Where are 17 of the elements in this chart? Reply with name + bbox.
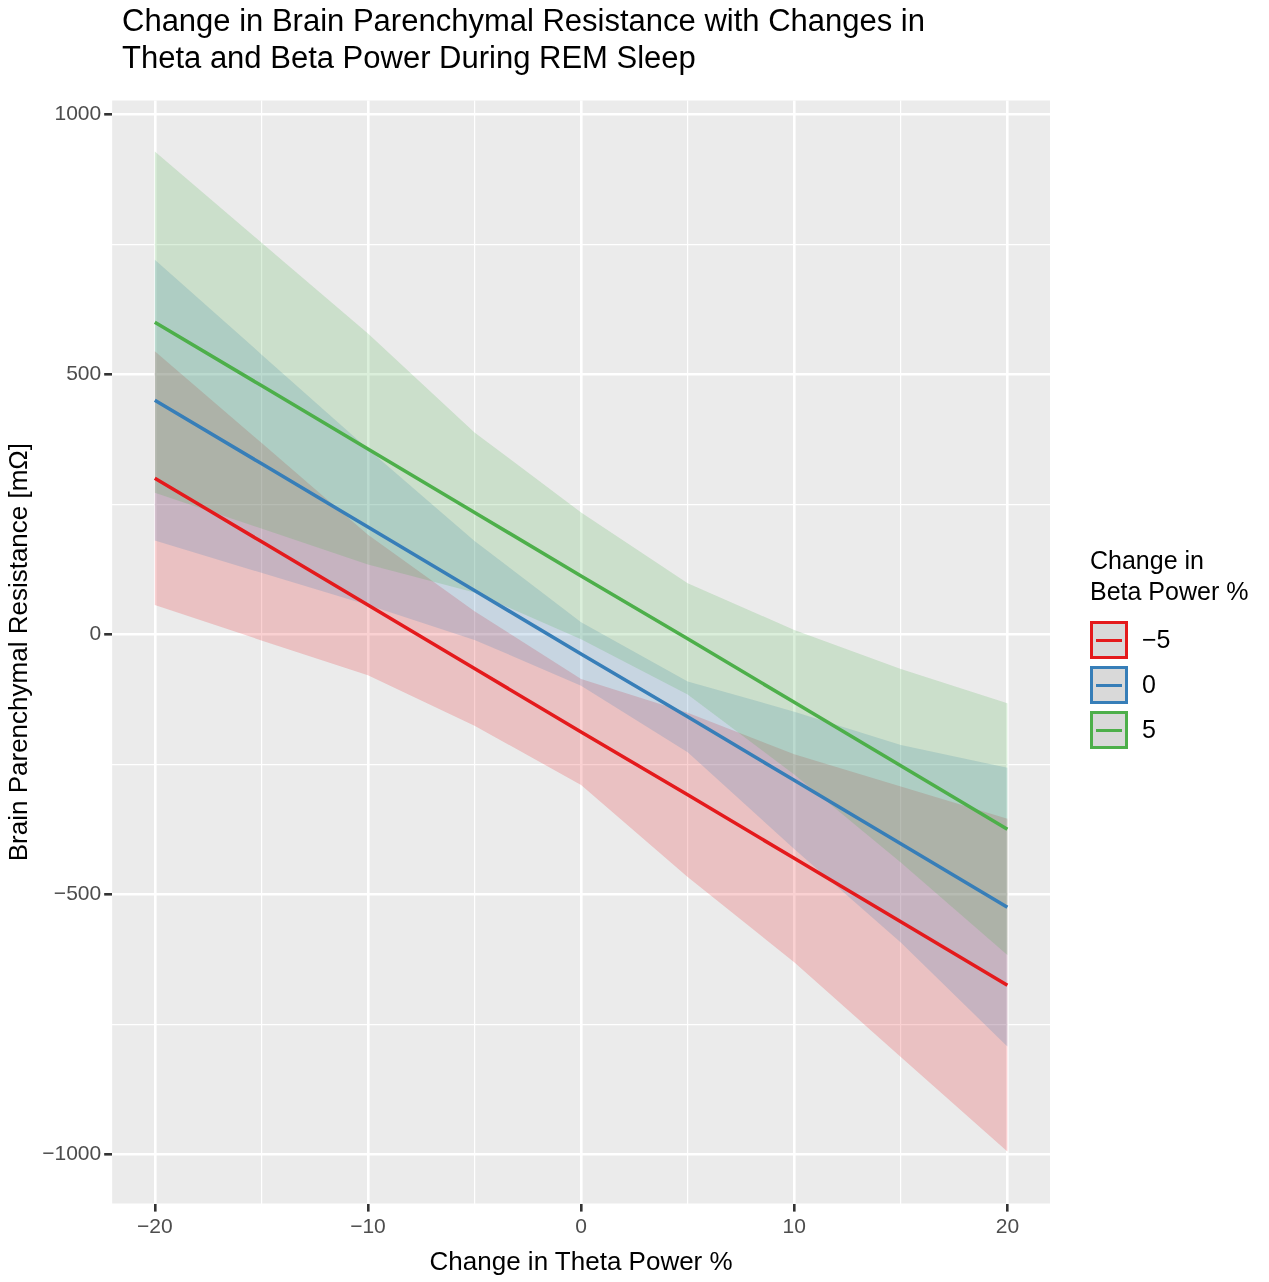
x-tick-label: −10 — [350, 1214, 386, 1237]
y-tick-label: 500 — [66, 360, 102, 384]
x-tick-label: 0 — [575, 1214, 587, 1237]
chart-title: Change in Brain Parenchymal Resistance with Changes in Theta and Beta Power During REM Sleep — [122, 2, 926, 76]
legend-label: −5 — [1142, 625, 1171, 654]
x-tick-label: 20 — [995, 1214, 1020, 1237]
y-tick-label: −500 — [53, 880, 102, 904]
y-tick-label: 1000 — [54, 100, 102, 124]
legend-title: Change in Beta Power % — [1090, 545, 1250, 607]
y-tick-label: 0 — [89, 620, 102, 644]
x-tick-label: −20 — [137, 1214, 173, 1237]
y-axis-title: Brain Parenchymal Resistance [mΩ] — [2, 442, 33, 862]
x-tick-label: 10 — [782, 1214, 806, 1237]
x-axis-title: Change in Theta Power % — [429, 1245, 733, 1276]
y-tick-label: −1000 — [42, 1140, 102, 1164]
legend-label: 0 — [1142, 670, 1156, 699]
legend-label: 5 — [1142, 715, 1156, 744]
